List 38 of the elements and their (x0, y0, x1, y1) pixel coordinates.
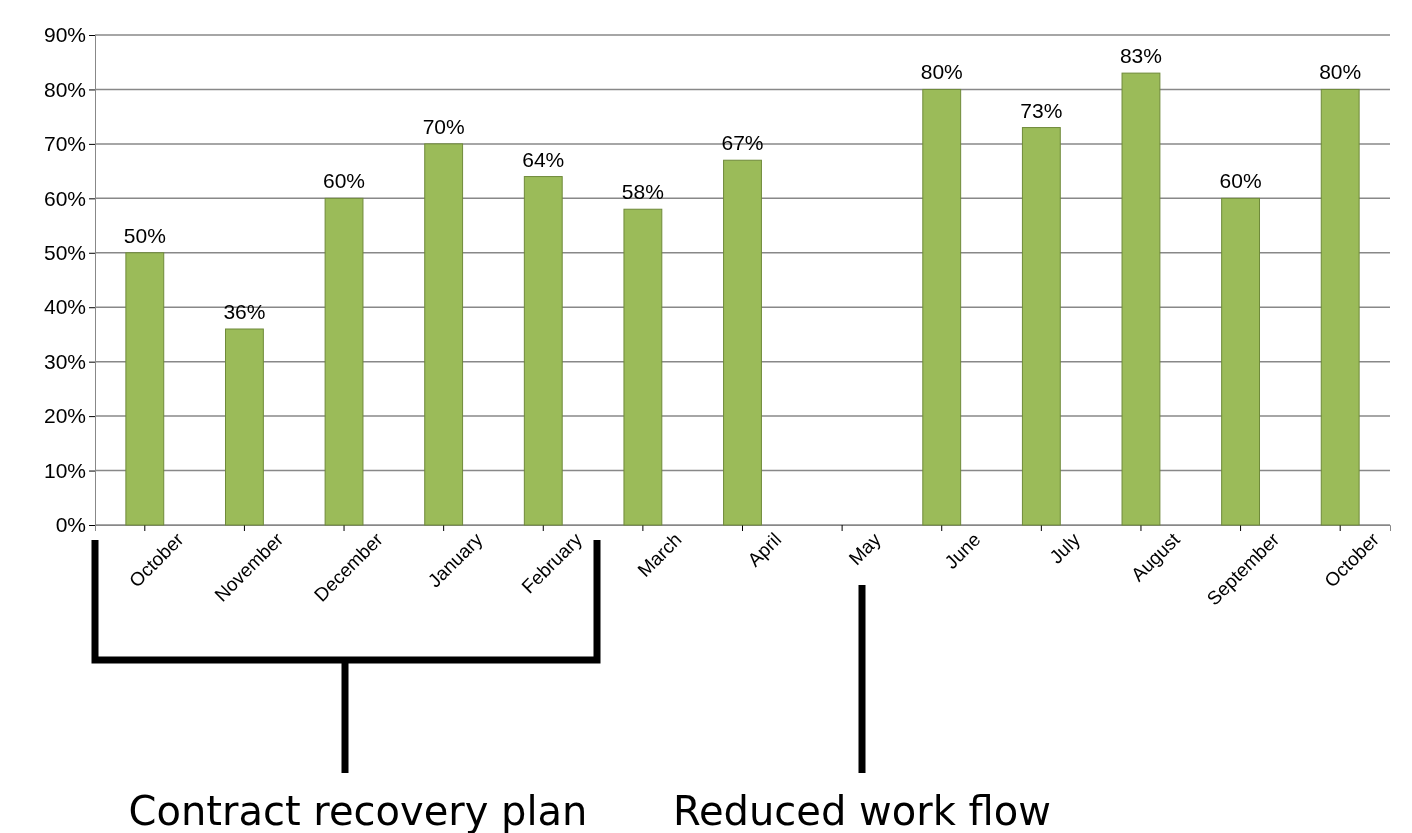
data-label: 60% (1219, 169, 1262, 193)
bar (324, 197, 364, 526)
bar (1221, 197, 1260, 526)
y-tick-label: 60% (43, 186, 86, 210)
bar (523, 176, 563, 526)
bar (723, 159, 762, 526)
bar (125, 252, 165, 526)
bar (225, 328, 264, 526)
y-tick-label: 90% (43, 23, 86, 47)
bar (922, 88, 962, 526)
y-tick-label: 30% (43, 349, 86, 373)
data-label: 58% (621, 180, 664, 204)
data-label: 67% (721, 131, 764, 155)
data-label: 83% (1119, 44, 1162, 68)
x-tick-label: May (844, 528, 886, 569)
data-label: 36% (223, 300, 266, 323)
y-tick-label: 80% (43, 77, 86, 101)
bar (623, 208, 663, 526)
data-label: 50% (123, 223, 166, 247)
bar (1121, 72, 1161, 526)
bar (1021, 127, 1061, 526)
data-label: 73% (1020, 98, 1063, 122)
data-label: 70% (422, 114, 465, 138)
bar (424, 143, 464, 526)
text: Contract recovery plan (128, 788, 588, 833)
y-tick-label: 10% (43, 458, 86, 482)
text: Reduced work flow (673, 788, 1051, 833)
x-tick-label: July (1045, 528, 1085, 568)
data-label: 64% (522, 147, 565, 171)
y-tick-label: 70% (43, 132, 86, 156)
y-tick-label: 20% (43, 404, 86, 428)
y-tick-label: 50% (43, 241, 86, 264)
data-label: 80% (920, 60, 963, 84)
data-label: 80% (1319, 60, 1362, 84)
y-tick-label: 40% (43, 295, 86, 319)
data-label: 60% (323, 169, 366, 193)
y-tick-label: 0% (55, 513, 86, 537)
bar (1320, 88, 1360, 526)
